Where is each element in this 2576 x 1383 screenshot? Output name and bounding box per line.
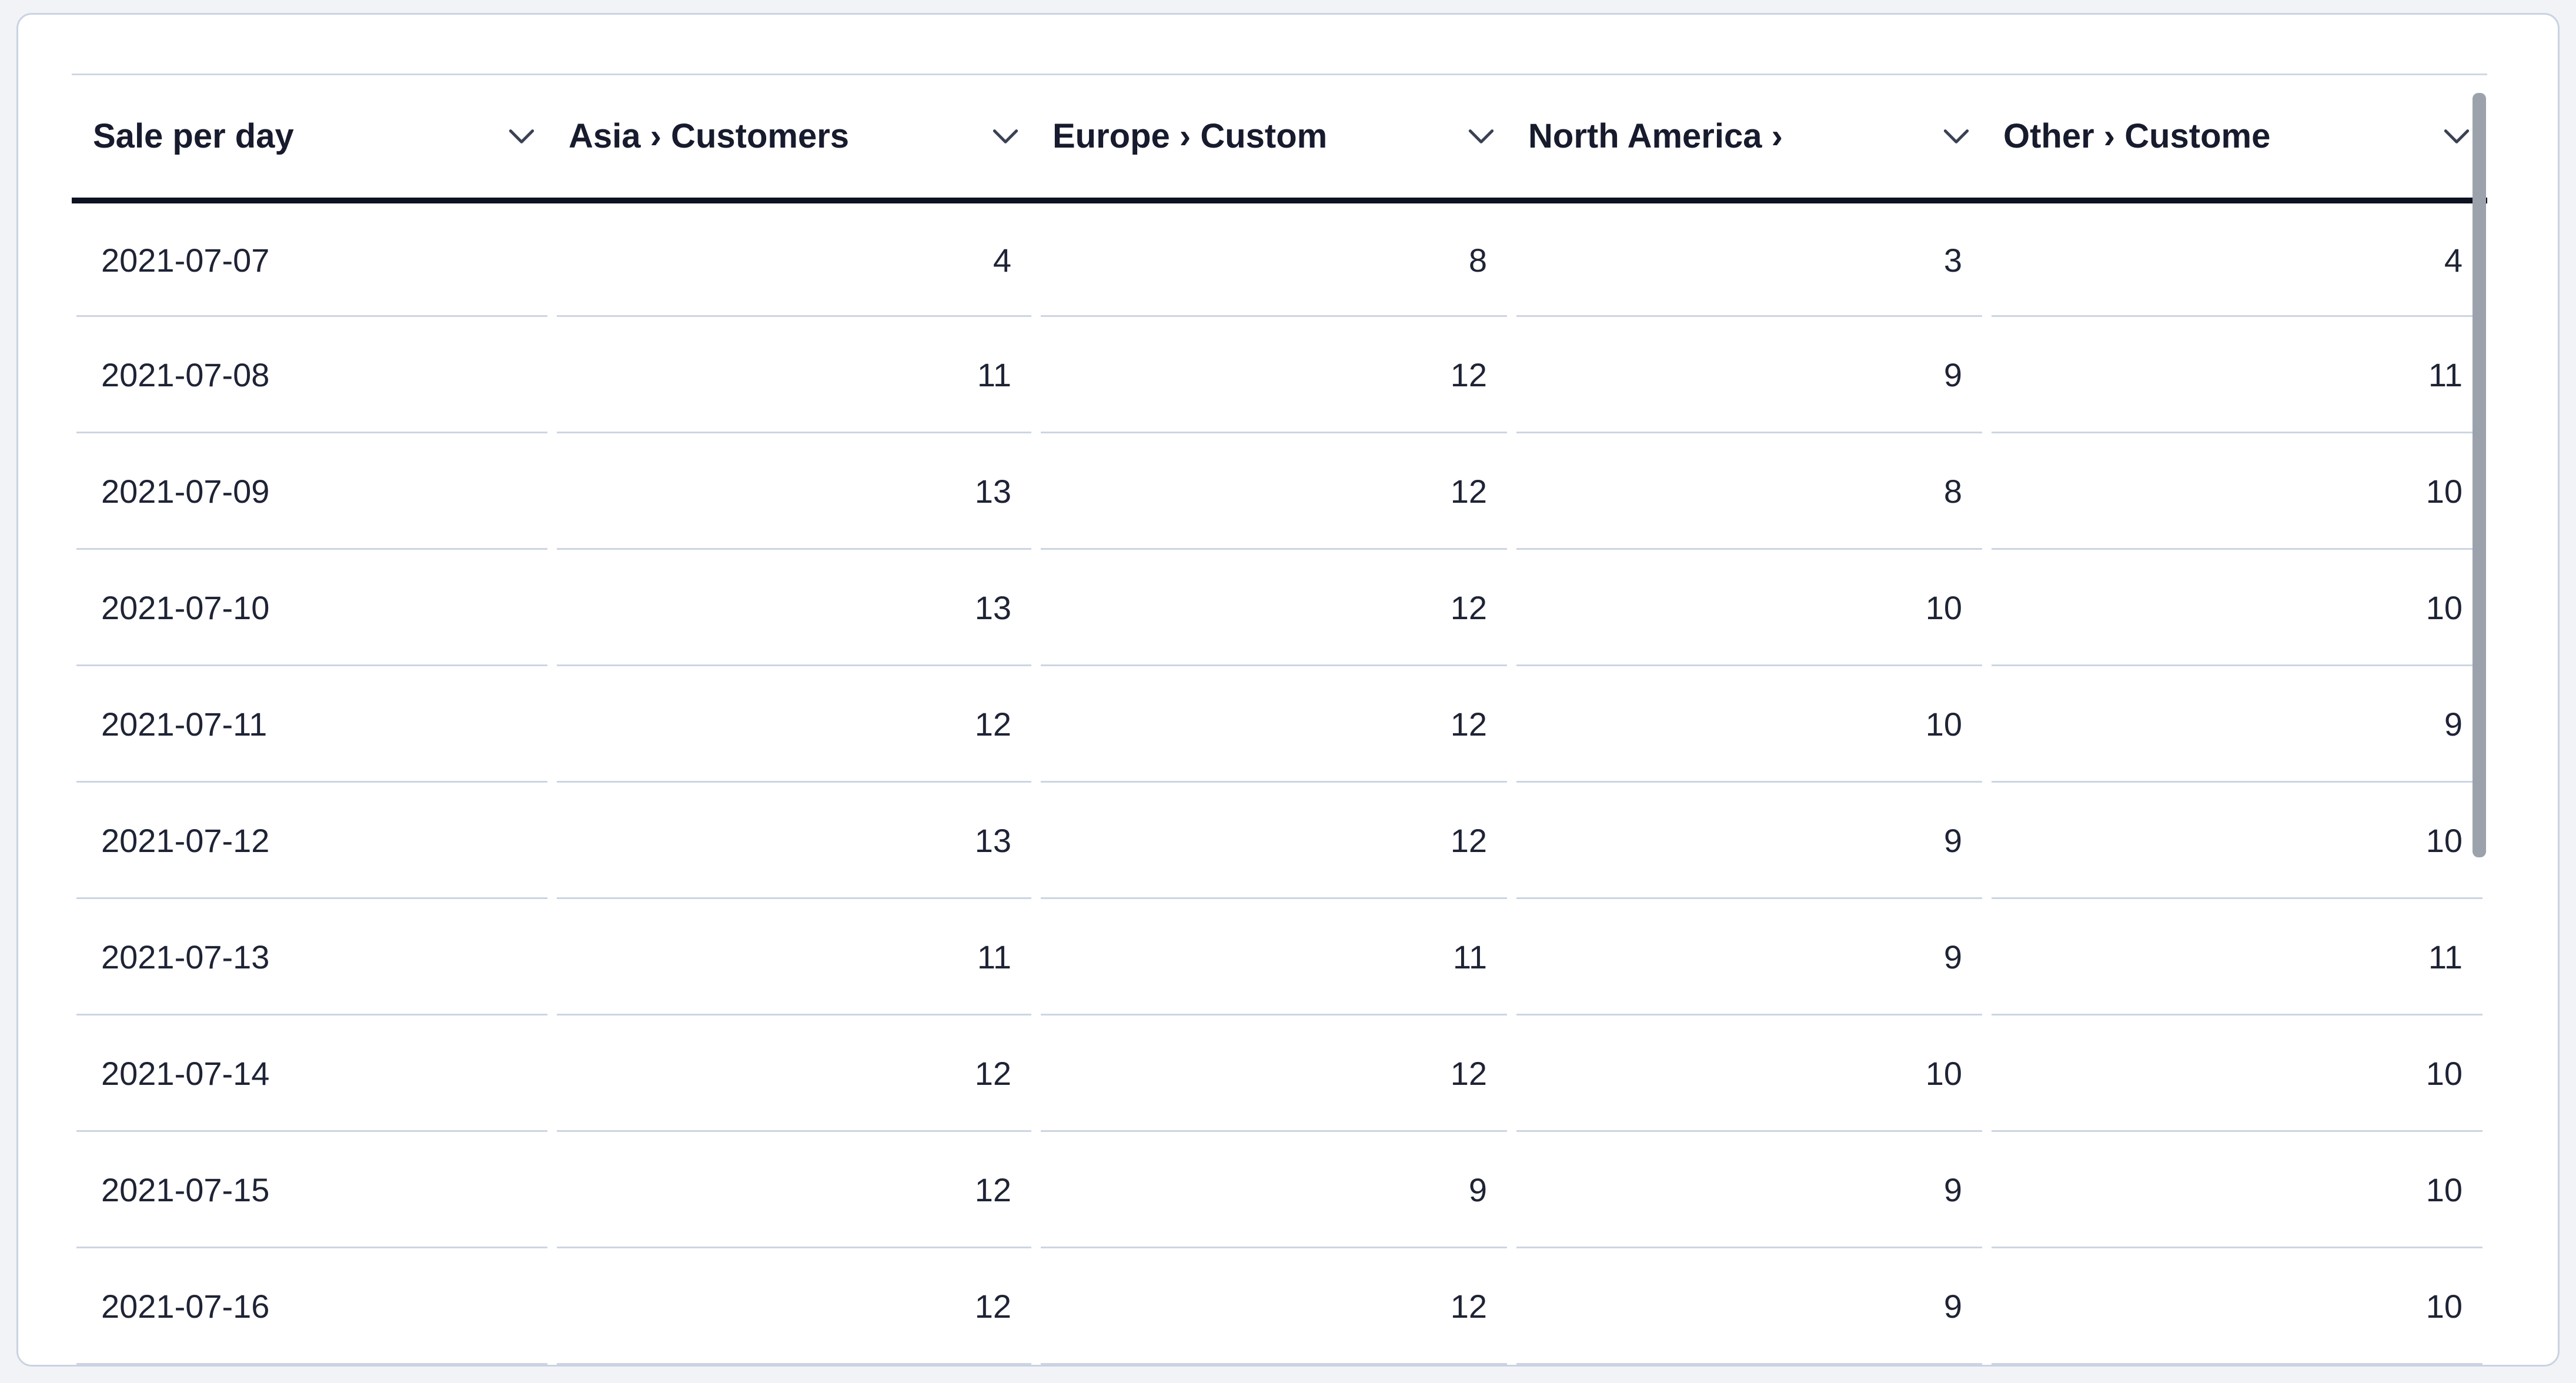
- sale-per-day-table: Sale per day Asia › Customers: [72, 74, 2487, 1365]
- value-cell[interactable]: 12: [552, 666, 1036, 783]
- table-row: 2021-07-08 11 12 9 11: [72, 316, 2487, 433]
- table-row: 2021-07-11 12 12 10 9: [72, 666, 2487, 783]
- value-cell[interactable]: 10: [1987, 1015, 2487, 1132]
- chevron-down-icon[interactable]: [2444, 126, 2470, 146]
- value-cell[interactable]: 13: [552, 782, 1036, 899]
- table-row: 2021-07-15 12 9 9 10: [72, 1131, 2487, 1248]
- date-cell[interactable]: 2021-07-07: [72, 200, 552, 317]
- date-cell[interactable]: 2021-07-16: [72, 1248, 552, 1365]
- value-cell[interactable]: 4: [1987, 200, 2487, 317]
- value-cell[interactable]: 10: [1987, 1131, 2487, 1248]
- value-cell[interactable]: 10: [1512, 1015, 1987, 1132]
- date-cell[interactable]: 2021-07-13: [72, 898, 552, 1015]
- value-cell[interactable]: 10: [1987, 549, 2487, 666]
- value-cell[interactable]: 11: [1987, 898, 2487, 1015]
- table-card: Sale per day Asia › Customers: [16, 13, 2560, 1367]
- column-header-other-customers[interactable]: Other › Custome: [1987, 74, 2487, 203]
- value-cell[interactable]: 12: [1036, 1015, 1512, 1132]
- header-row: Sale per day Asia › Customers: [72, 74, 2487, 203]
- date-cell[interactable]: 2021-07-10: [72, 549, 552, 666]
- table-row: 2021-07-12 13 12 9 10: [72, 782, 2487, 899]
- chevron-down-icon[interactable]: [993, 126, 1018, 146]
- value-cell[interactable]: 9: [1512, 1248, 1987, 1365]
- chevron-down-icon[interactable]: [1468, 126, 1494, 146]
- column-header-asia-customers[interactable]: Asia › Customers: [552, 74, 1036, 203]
- table-row: 2021-07-16 12 12 9 10: [72, 1248, 2487, 1365]
- date-cell[interactable]: 2021-07-11: [72, 666, 552, 783]
- column-header-sale-per-day[interactable]: Sale per day: [72, 74, 552, 203]
- column-header-label: Europe › Custom: [1053, 117, 1328, 156]
- value-cell[interactable]: 12: [552, 1015, 1036, 1132]
- value-cell[interactable]: 12: [1036, 549, 1512, 666]
- value-cell[interactable]: 12: [1036, 782, 1512, 899]
- value-cell[interactable]: 9: [1512, 782, 1987, 899]
- value-cell[interactable]: 9: [1987, 666, 2487, 783]
- date-cell[interactable]: 2021-07-14: [72, 1015, 552, 1132]
- value-cell[interactable]: 4: [552, 200, 1036, 317]
- value-cell[interactable]: 11: [1987, 316, 2487, 433]
- value-cell[interactable]: 11: [1036, 898, 1512, 1015]
- value-cell[interactable]: 11: [552, 316, 1036, 433]
- value-cell[interactable]: 10: [1512, 549, 1987, 666]
- value-cell[interactable]: 13: [552, 549, 1036, 666]
- date-cell[interactable]: 2021-07-12: [72, 782, 552, 899]
- value-cell[interactable]: 12: [1036, 666, 1512, 783]
- table-row: 2021-07-09 13 12 8 10: [72, 433, 2487, 550]
- column-header-europe-customers[interactable]: Europe › Custom: [1036, 74, 1512, 203]
- value-cell[interactable]: 11: [552, 898, 1036, 1015]
- value-cell[interactable]: 8: [1036, 200, 1512, 317]
- value-cell[interactable]: 12: [552, 1248, 1036, 1365]
- column-header-label: Asia › Customers: [569, 117, 850, 156]
- table-row: 2021-07-07 4 8 3 4: [72, 200, 2487, 317]
- value-cell[interactable]: 12: [1036, 1248, 1512, 1365]
- value-cell[interactable]: 12: [1036, 433, 1512, 550]
- chevron-down-icon[interactable]: [1943, 126, 1969, 146]
- value-cell[interactable]: 9: [1512, 1131, 1987, 1248]
- table-row: 2021-07-13 11 11 9 11: [72, 898, 2487, 1015]
- value-cell[interactable]: 10: [1512, 666, 1987, 783]
- value-cell[interactable]: 13: [552, 433, 1036, 550]
- date-cell[interactable]: 2021-07-09: [72, 433, 552, 550]
- chevron-down-icon[interactable]: [509, 126, 534, 146]
- column-header-north-america-customers[interactable]: North America ›: [1512, 74, 1987, 203]
- value-cell[interactable]: 8: [1512, 433, 1987, 550]
- value-cell[interactable]: 10: [1987, 782, 2487, 899]
- value-cell[interactable]: 12: [1036, 316, 1512, 433]
- value-cell[interactable]: 9: [1512, 898, 1987, 1015]
- date-cell[interactable]: 2021-07-08: [72, 316, 552, 433]
- table-row: 2021-07-14 12 12 10 10: [72, 1015, 2487, 1132]
- table-row: 2021-07-10 13 12 10 10: [72, 549, 2487, 666]
- column-header-label: Sale per day: [93, 117, 294, 156]
- value-cell[interactable]: 12: [552, 1131, 1036, 1248]
- column-header-label: Other › Custome: [2003, 117, 2271, 156]
- vertical-scrollbar-thumb[interactable]: [2473, 93, 2486, 857]
- column-header-label: North America ›: [1528, 117, 1783, 156]
- value-cell[interactable]: 9: [1036, 1131, 1512, 1248]
- value-cell[interactable]: 9: [1512, 316, 1987, 433]
- value-cell[interactable]: 3: [1512, 200, 1987, 317]
- value-cell[interactable]: 10: [1987, 1248, 2487, 1365]
- date-cell[interactable]: 2021-07-15: [72, 1131, 552, 1248]
- value-cell[interactable]: 10: [1987, 433, 2487, 550]
